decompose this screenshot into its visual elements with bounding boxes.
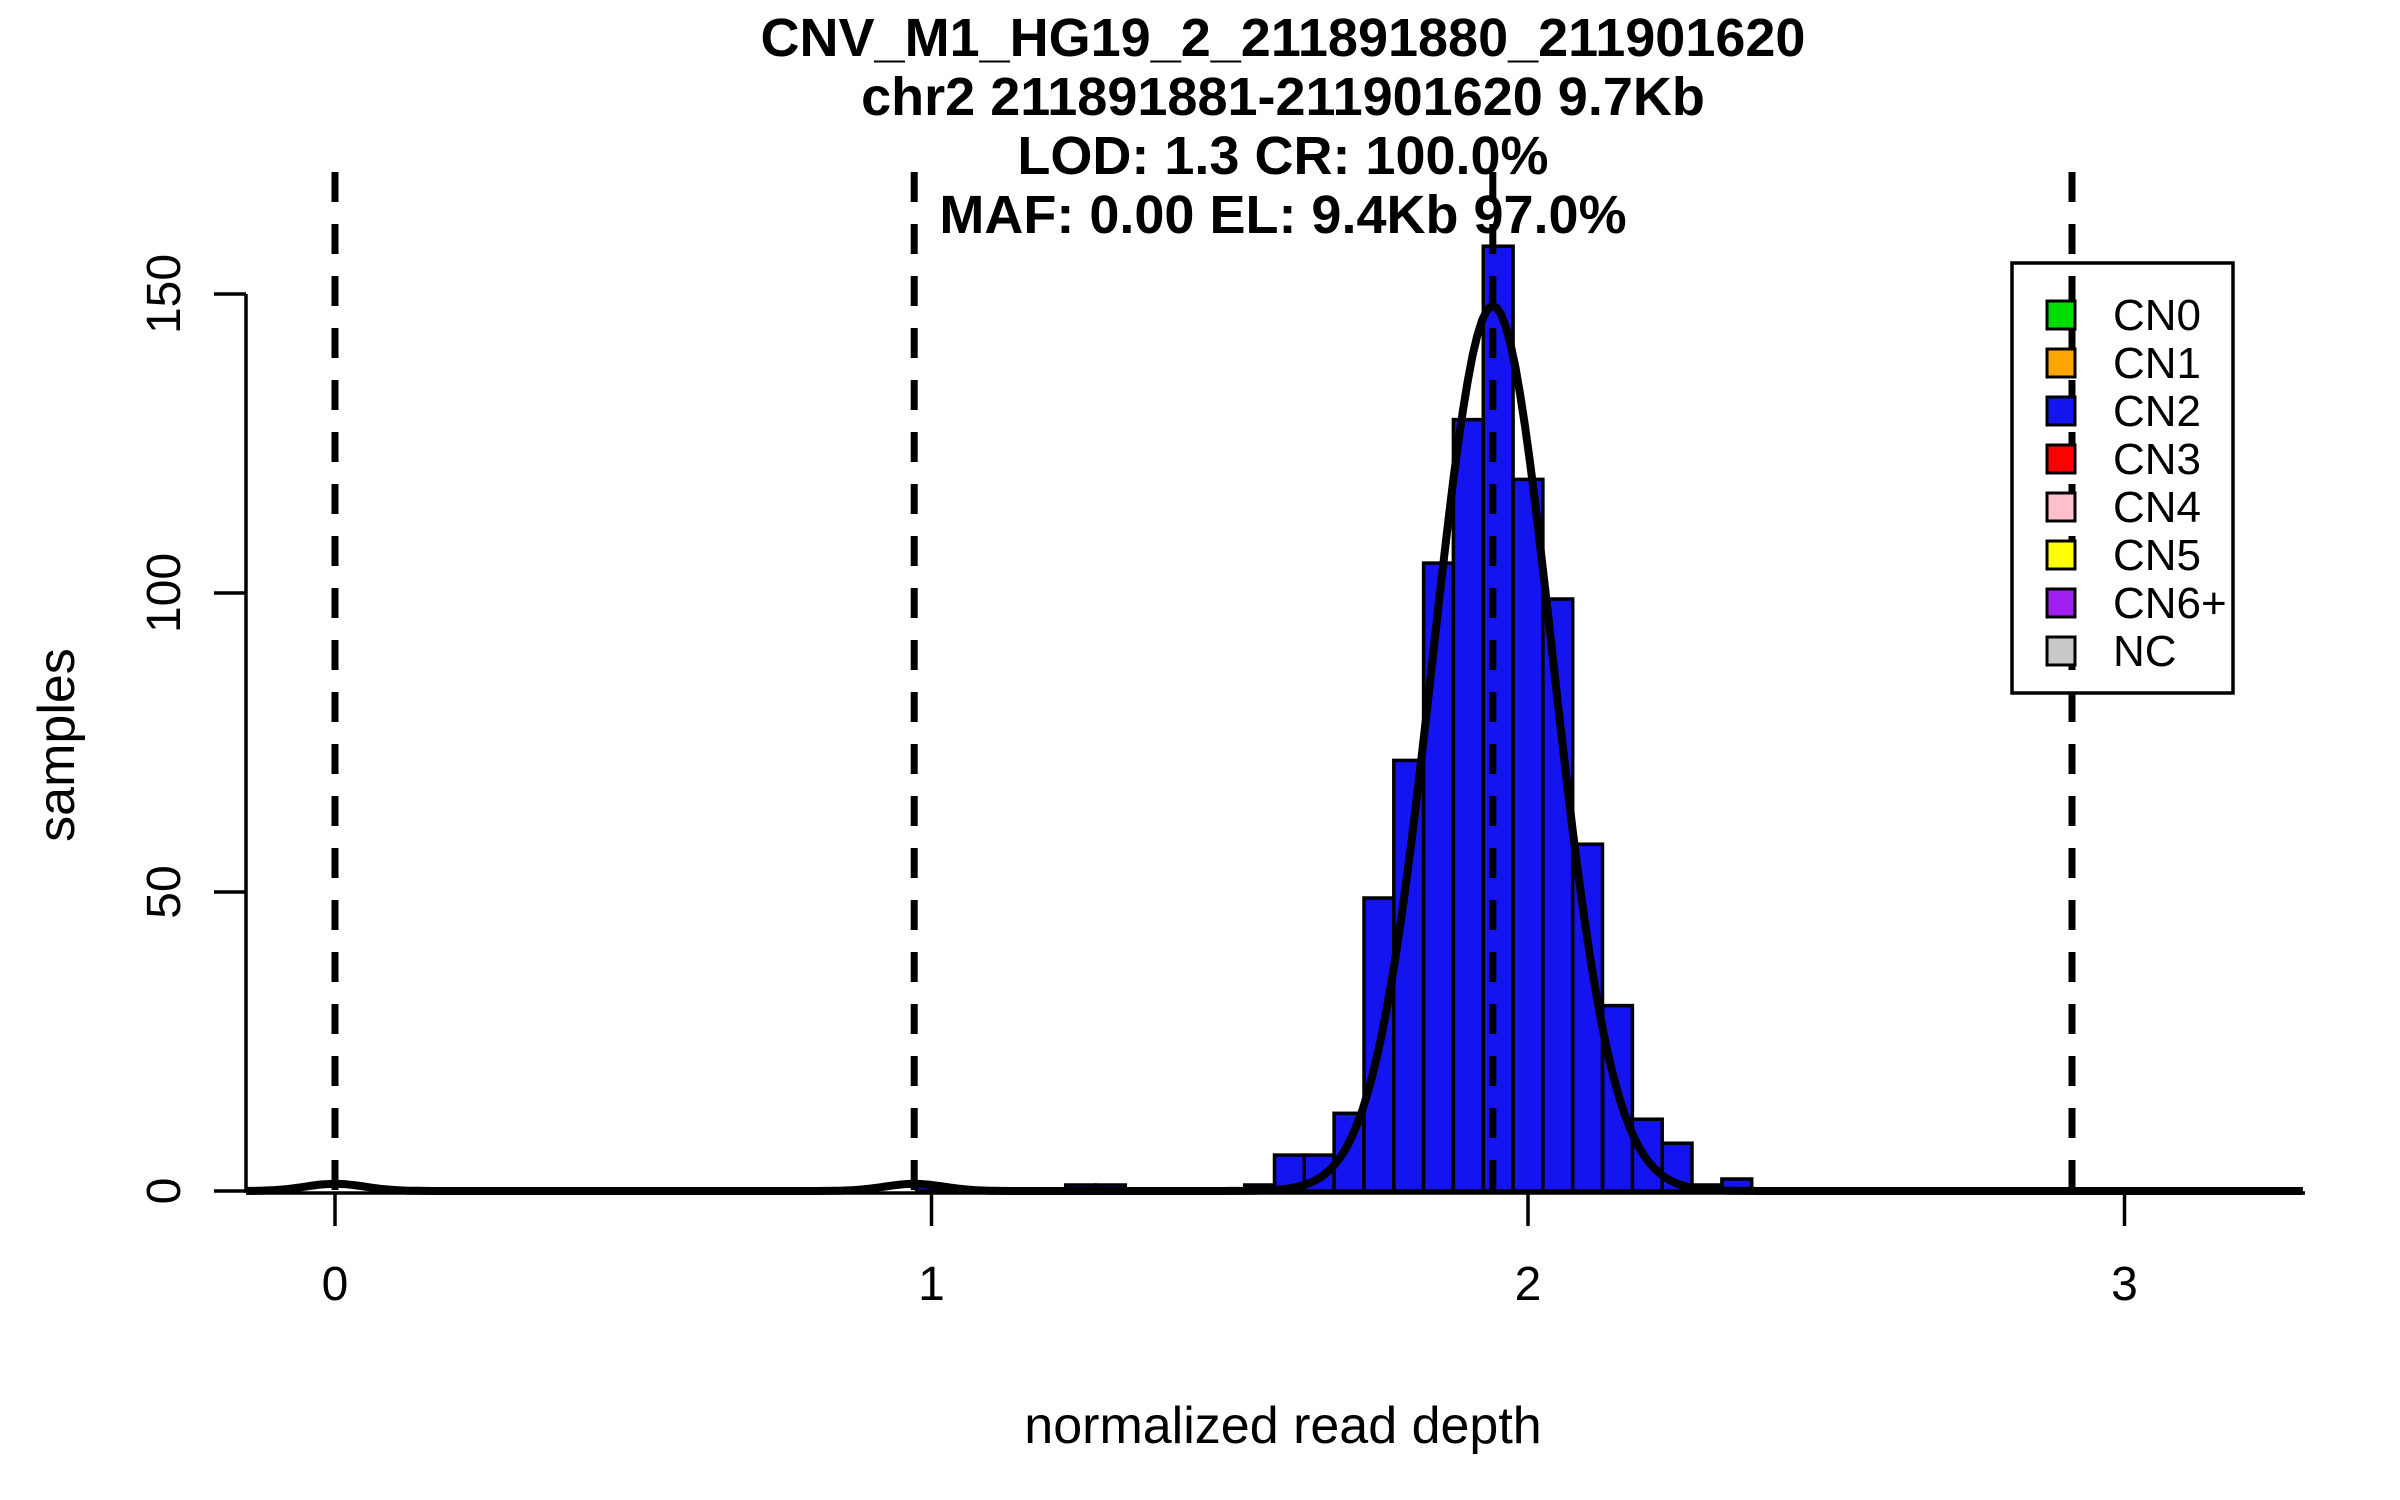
legend-label-cn6-plus: CN6+ [2113,579,2227,628]
histogram-bar [1451,417,1485,1193]
y-tick-label: 100 [138,553,191,633]
plot-title: CNV_M1_HG19_2_211891880_211901620 chr2 2… [83,9,2400,245]
y-tick-label: 50 [138,865,191,918]
legend-label-cn4: CN4 [2113,483,2201,532]
title-line-2: chr2 211891881-211901620 9.7Kb [861,67,1705,127]
legend-label-cn0: CN0 [2113,291,2201,340]
legend-label-cn3: CN3 [2113,435,2201,484]
histogram-bar [1392,758,1426,1193]
legend-label-cn2: CN2 [2113,387,2201,436]
histogram-bar [1481,244,1515,1193]
title-line-3: LOD: 1.3 CR: 100.0% [1017,126,1549,186]
histogram-bar [1421,561,1456,1193]
y-tick-label: 0 [138,1178,191,1205]
fit-curve [246,302,2303,1195]
legend-swatch-cn1 [2045,347,2077,379]
title-line-4: MAF: 0.00 EL: 9.4Kb 97.0% [939,185,1627,245]
histogram-bar [1511,477,1545,1193]
y-axis-label: samples [28,648,86,842]
x-tick-label: 3 [2111,1258,2138,1311]
legend-label-nc: NC [2113,627,2177,676]
legend-swatch-cn5 [2045,539,2077,571]
legend-swatch-cn3 [2045,443,2077,475]
y-tick-label: 150 [138,254,191,334]
legend-box [2010,261,2235,695]
legend-swatch-cn6-plus [2045,587,2077,619]
legend-label-cn1: CN1 [2113,339,2201,388]
x-tick-label: 2 [1515,1258,1542,1311]
legend-swatch-nc [2045,635,2077,667]
x-tick-label: 1 [918,1258,945,1311]
legend-swatch-cn2 [2045,395,2077,427]
legend-swatch-cn4 [2045,491,2077,523]
x-tick-label: 0 [322,1258,349,1311]
x-axis-label: normalized read depth [1024,1397,1542,1455]
title-line-1: CNV_M1_HG19_2_211891880_211901620 [760,8,1806,68]
legend-label-cn5: CN5 [2113,531,2201,580]
legend-swatch-cn0 [2045,299,2077,331]
